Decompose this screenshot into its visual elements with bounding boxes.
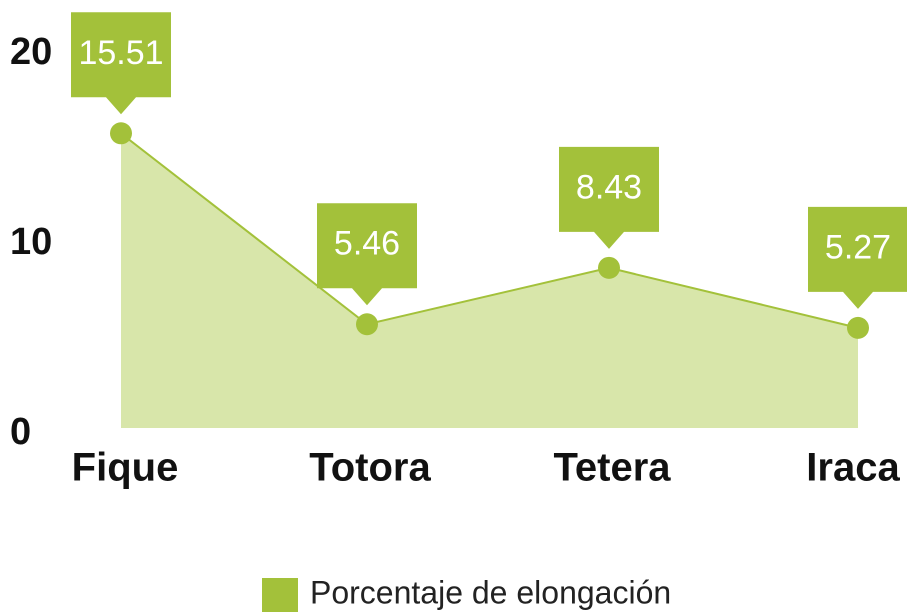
legend-swatch [262, 578, 298, 612]
point [847, 316, 869, 339]
point [356, 313, 378, 336]
point [110, 122, 132, 145]
callout [559, 146, 659, 249]
y-tick-label: 20 [10, 31, 52, 73]
line [120, 132, 859, 329]
y-tick-label: 0 [10, 411, 31, 453]
callout [808, 206, 907, 309]
x-tick-label: Iraca [806, 446, 900, 490]
x-tick-label: Totora [309, 446, 431, 490]
callout [317, 203, 417, 306]
y-tick-label: 10 [10, 221, 52, 263]
point [598, 256, 620, 279]
x-tick-label: Tetera [553, 446, 671, 490]
value-label: 8.43 [576, 168, 642, 206]
value-label: 5.27 [825, 228, 891, 266]
value-label: 15.51 [78, 34, 163, 72]
area [121, 133, 858, 428]
legend-label: Porcentaje de elongación [310, 574, 671, 610]
value-label: 5.46 [334, 225, 400, 263]
x-tick-label: Fique [72, 446, 179, 490]
callout [71, 12, 171, 115]
